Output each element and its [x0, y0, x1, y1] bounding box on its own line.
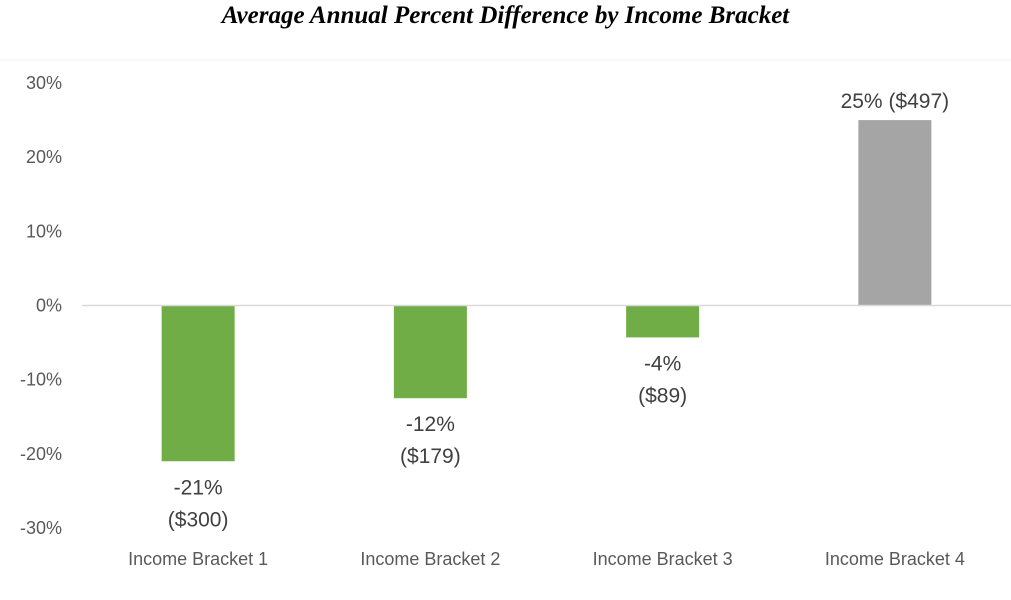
y-tick-label: 0%	[36, 296, 62, 316]
data-label: ($89)	[638, 384, 687, 407]
y-tick-label: -10%	[20, 370, 62, 390]
x-category-label: Income Bracket 4	[825, 549, 965, 569]
bar	[626, 305, 700, 338]
y-tick-label: -30%	[20, 518, 62, 538]
bar	[393, 305, 467, 399]
x-category-label: Income Bracket 3	[593, 549, 733, 569]
y-tick-label: 30%	[26, 73, 62, 93]
data-label: -12%	[406, 413, 455, 436]
bar	[858, 120, 932, 306]
bar	[161, 305, 235, 462]
data-label: 25% ($497)	[841, 90, 950, 113]
x-category-label: Income Bracket 2	[360, 549, 500, 569]
x-category-label: Income Bracket 1	[128, 549, 268, 569]
y-tick-label: 20%	[26, 147, 62, 167]
y-tick-label: 10%	[26, 221, 62, 241]
y-tick-label: -20%	[20, 444, 62, 464]
data-label: ($300)	[168, 508, 229, 531]
data-label: -4%	[644, 352, 681, 375]
chart-title: Average Annual Percent Difference by Inc…	[221, 2, 790, 29]
data-label: -21%	[174, 476, 223, 499]
data-label: ($179)	[400, 445, 461, 468]
